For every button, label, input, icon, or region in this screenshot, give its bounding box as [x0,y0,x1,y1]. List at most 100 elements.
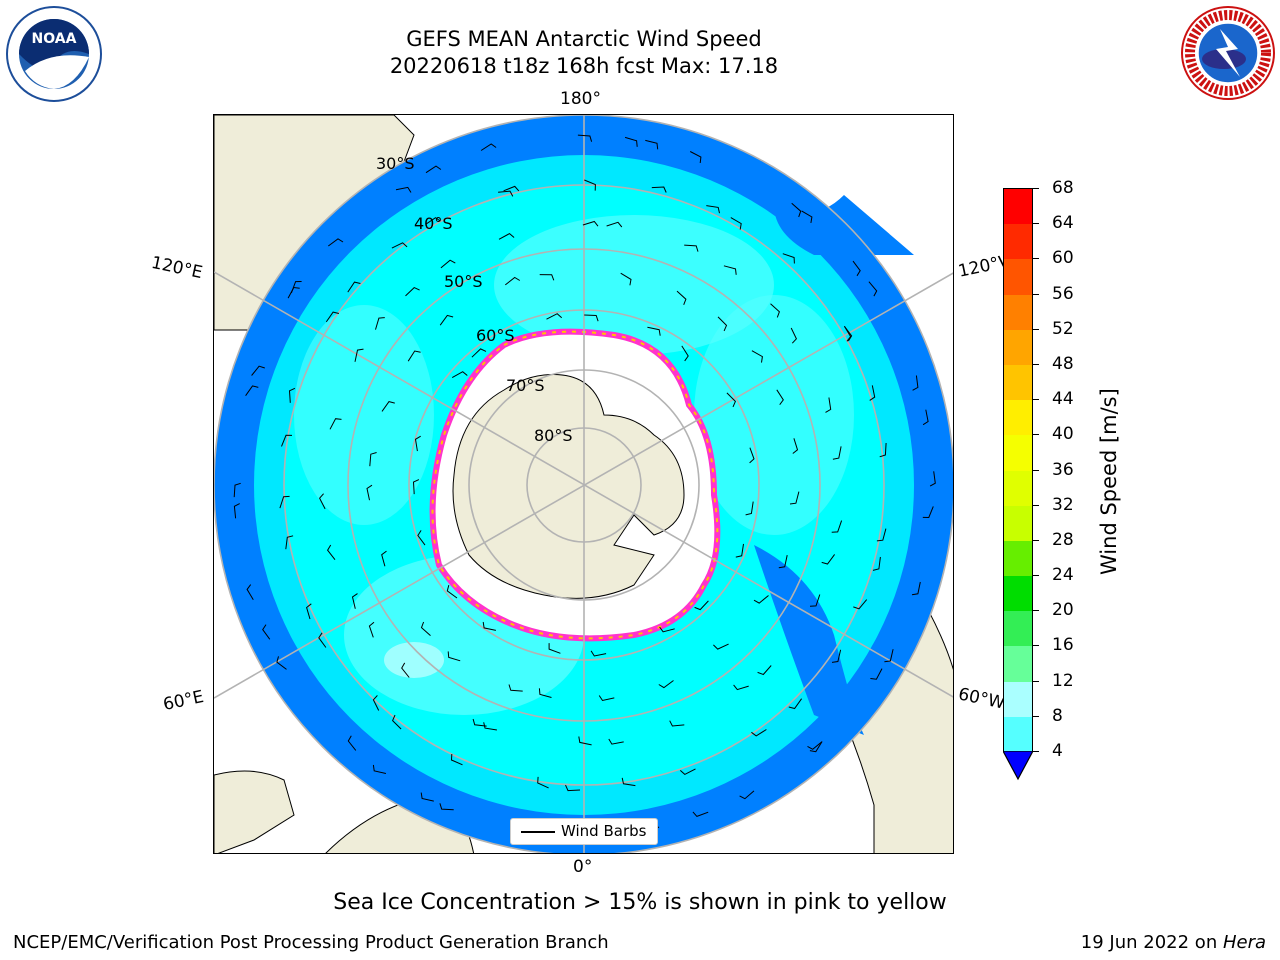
wind-barb [645,139,659,150]
wind-barb [598,695,615,702]
wind-barb [713,643,729,650]
wind-barb [381,550,387,567]
wind-barb [290,281,302,294]
colorbar-segment [1004,364,1032,401]
polar-map: 30°S 40°S 50°S 60°S 70°S 80°S [213,114,954,854]
wind-barb [620,272,632,286]
wind-barb [789,491,800,505]
wind-barb [538,688,552,698]
lat-label-30: 30°S [376,154,415,173]
wind-barb [590,650,607,657]
wind-barb [417,530,426,546]
colorbar-segment [1004,329,1032,365]
colorbar-segment [1004,540,1032,577]
footer-date-text: 19 Jun 2022 on [1080,932,1223,953]
colorbar-tick-label: 64 [1052,213,1074,234]
map-legend: Wind Barbs [510,818,658,845]
colorbar-tick-label: 36 [1052,459,1074,480]
wind-barb [651,186,667,193]
wind-barb [565,784,581,792]
wind-barb [717,316,728,332]
lon-label-180: 180° [560,89,601,109]
noaa-logo: NOAA [5,5,103,103]
wind-barb [351,593,358,609]
wind-barb [262,624,271,640]
wind-barb [809,741,823,753]
wind-barb [548,643,561,654]
lat-label-70: 70°S [506,376,545,395]
footer-branch: NCEP/EMC/Verification Post Processing Pr… [13,932,609,953]
wind-barb [749,447,755,464]
wind-barb [679,768,696,776]
wind-barb [245,385,259,396]
wind-barb [414,435,421,452]
colorbar-tick-label: 48 [1052,353,1074,374]
wind-barb [420,792,434,802]
wind-barb [723,265,737,275]
wind-barb [328,238,344,247]
colorbar-tick-mark [1033,328,1039,330]
colorbar-segment [1004,646,1032,682]
colorbar-tick-mark [1033,223,1039,225]
wind-barb [279,495,290,509]
chart-title: GEFS MEAN Antarctic Wind Speed [406,27,762,51]
wind-barb [439,314,454,326]
wind-barb [498,232,515,240]
wind-barb [401,662,410,678]
wind-barb [831,649,842,663]
wind-barb [912,375,919,391]
wind-barb [801,210,813,223]
wind-barb [325,311,340,323]
wind-barb [471,348,487,358]
colorbar-tick-label: 32 [1052,494,1074,515]
wind-barb [425,165,442,174]
lon-label-120e: 120°E [149,252,205,284]
colorbar-segment [1004,611,1032,647]
wind-barb [869,385,876,401]
wind-barb [306,603,312,620]
footer-date: 19 Jun 2022 on Hera [1081,932,1266,953]
wind-barb [354,348,364,362]
wind-barb [745,501,754,516]
wind-barb [730,217,742,230]
colorbar [1003,188,1033,752]
wind-barb [911,581,921,596]
nws-logo [1180,5,1276,101]
wind-barb [879,442,887,458]
wind-barb [420,621,431,636]
legend-label: Wind Barbs [561,822,647,840]
wind-barb [853,599,868,610]
wind-barb [751,729,767,737]
wind-barb [584,314,599,322]
wind-barb [684,244,699,252]
wind-barb [608,738,624,745]
wind-barb [450,753,463,766]
wind-barb [778,554,788,569]
wind-barb [251,365,265,376]
colorbar-segment [1004,681,1032,717]
wind-barb [347,281,361,293]
colorbar-tick-label: 20 [1052,600,1074,621]
wind-barb [807,741,823,750]
wind-barb [472,718,487,727]
legend-line [521,831,555,833]
wind-barb [582,220,599,227]
lon-label-0: 0° [573,857,593,877]
wind-barb [676,290,687,305]
lat-label-50: 50°S [444,272,483,291]
wind-barb [366,484,373,501]
wind-barb [391,242,408,249]
wind-barb [821,554,836,565]
wind-barb [624,136,638,147]
wind-barb [451,371,468,379]
wind-barb [832,446,842,460]
colorbar-segment [1004,576,1032,612]
colorbar-segment [1004,400,1032,436]
wind-barb [246,584,254,600]
lat-label-80: 80°S [534,426,573,445]
wind-barb [395,186,412,193]
wind-barb [770,303,780,318]
wind-barb [281,434,293,447]
colorbar-segment [1004,435,1032,471]
colorbar-tick-mark [1033,539,1039,541]
